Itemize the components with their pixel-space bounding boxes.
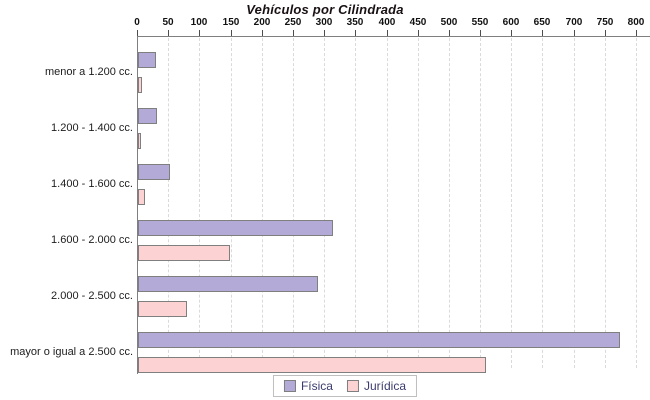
gridline: [324, 38, 325, 368]
bar-juridica: [138, 245, 230, 261]
legend-swatch-juridica: [346, 380, 359, 392]
gridline: [636, 38, 637, 368]
tick-label: 250: [284, 17, 302, 28]
tick-label: 50: [162, 17, 174, 28]
category-label: 1.600 - 2.000 cc.: [51, 234, 133, 246]
tick-mark: [480, 30, 481, 36]
bar-juridica: [138, 133, 141, 149]
tick-label: 150: [222, 17, 240, 28]
gridline: [262, 38, 263, 368]
legend-item-fisica: Física: [283, 379, 333, 393]
legend-item-juridica: Jurídica: [346, 379, 407, 393]
tick-mark: [293, 30, 294, 36]
tick-label: 650: [533, 17, 551, 28]
tick-label: 600: [502, 17, 520, 28]
gridline: [480, 38, 481, 368]
tick-mark: [636, 30, 637, 36]
gridline: [449, 38, 450, 368]
tick-label: 800: [627, 17, 645, 28]
gridline: [199, 38, 200, 368]
tick-mark: [574, 30, 575, 36]
category-label: 1.400 - 1.600 cc.: [51, 178, 133, 190]
tick-mark: [168, 30, 169, 36]
bar-fisica: [138, 164, 170, 180]
tick-label: 500: [440, 17, 458, 28]
tick-mark: [387, 30, 388, 36]
legend-label-juridica: Jurídica: [363, 379, 407, 393]
tick-label: 350: [346, 17, 364, 28]
value-axis-line: [137, 36, 650, 37]
gridline: [293, 38, 294, 368]
bar-fisica: [138, 108, 157, 124]
chart-title: Vehículos por Cilindrada: [246, 2, 404, 17]
tick-label: 450: [409, 17, 427, 28]
gridline: [387, 38, 388, 368]
gridline: [574, 38, 575, 368]
tick-mark: [605, 30, 606, 36]
category-label: 2.000 - 2.500 cc.: [51, 290, 133, 302]
tick-label: 200: [253, 17, 271, 28]
bar-juridica: [138, 301, 187, 317]
tick-mark: [231, 30, 232, 36]
gridline: [231, 38, 232, 368]
category-axis-line: [137, 36, 138, 374]
bar-fisica: [138, 52, 156, 68]
gridline: [355, 38, 356, 368]
bar-fisica: [138, 220, 333, 236]
tick-mark: [137, 30, 138, 36]
legend: Física Jurídica: [272, 375, 418, 397]
tick-mark: [199, 30, 200, 36]
category-label: 1.200 - 1.400 cc.: [51, 122, 133, 134]
gridline: [418, 38, 419, 368]
tick-label: 700: [565, 17, 583, 28]
tick-mark: [355, 30, 356, 36]
category-label: menor a 1.200 cc.: [44, 66, 133, 78]
legend-label-fisica: Física: [300, 379, 333, 393]
gridline: [605, 38, 606, 368]
tick-mark: [511, 30, 512, 36]
tick-label: 550: [471, 17, 489, 28]
tick-label: 0: [134, 17, 140, 28]
category-label: mayor o igual a 2.500 cc.: [10, 346, 133, 358]
bar-juridica: [138, 77, 142, 93]
tick-mark: [418, 30, 419, 36]
gridline: [168, 38, 169, 368]
tick-label: 300: [315, 17, 333, 28]
tick-label: 100: [190, 17, 208, 28]
tick-mark: [449, 30, 450, 36]
gridline: [511, 38, 512, 368]
bar-juridica: [138, 357, 486, 373]
bar-fisica: [138, 332, 620, 348]
gridline: [542, 38, 543, 368]
tick-mark: [542, 30, 543, 36]
tick-mark: [324, 30, 325, 36]
tick-label: 400: [378, 17, 396, 28]
legend-swatch-fisica: [283, 380, 296, 392]
bar-fisica: [138, 276, 318, 292]
bar-juridica: [138, 189, 145, 205]
tick-mark: [262, 30, 263, 36]
tick-label: 750: [596, 17, 614, 28]
